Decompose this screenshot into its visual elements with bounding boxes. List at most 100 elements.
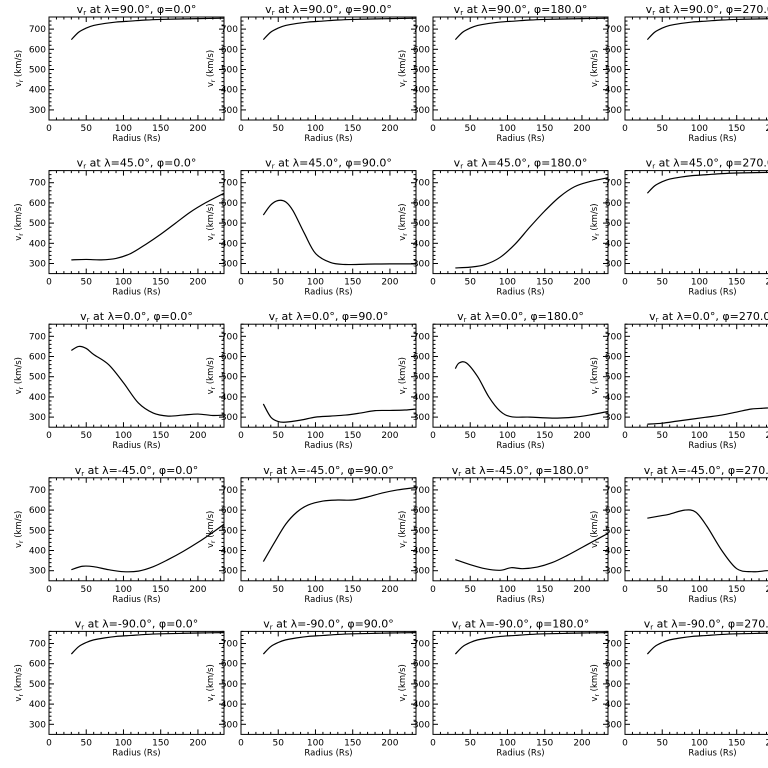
panel-title: vr at λ=0.0°, φ=0.0° bbox=[80, 310, 193, 324]
panel-title-title-sub: r bbox=[458, 623, 461, 631]
panel-title-title-lead: v bbox=[80, 310, 87, 323]
y-axis-label-symbol: v bbox=[206, 543, 216, 548]
x-tick-label: 150 bbox=[344, 585, 361, 595]
y-tick-label: 700 bbox=[221, 640, 238, 650]
panel-title-title-lat: =-45.0°, bbox=[486, 464, 536, 477]
y-axis-label-symbol: v bbox=[398, 236, 408, 241]
panel-title-title-mid: at bbox=[463, 157, 481, 170]
panel-title-title-lat-sym: λ bbox=[479, 617, 486, 630]
chart-panel-3: vr at λ=90.0°, φ=180.0°0 50 100 150 20030040… bbox=[398, 3, 609, 144]
y-tick-label: 500 bbox=[605, 219, 622, 229]
y-tick-label: 500 bbox=[29, 219, 46, 229]
panel-title-title-lon-sym: φ bbox=[157, 157, 164, 170]
x-tick-label: 200 bbox=[189, 738, 206, 748]
y-axis-label-unit: (km/s) bbox=[14, 664, 24, 694]
panel-title-title-lead: v bbox=[265, 157, 272, 170]
y-axis-label-symbol: v bbox=[14, 697, 24, 702]
y-axis-label: vr (km/s) bbox=[14, 511, 25, 548]
y-axis-label-sub: r bbox=[18, 540, 25, 543]
plot-frame bbox=[624, 16, 768, 121]
x-axis-label: Radius (Rs) bbox=[304, 134, 352, 144]
panel-title-title-mid: at bbox=[275, 3, 293, 16]
panel-title-title-lat-sym: λ bbox=[102, 464, 109, 477]
chart-panel-11: vr at λ=0.0°, φ=180.0°0 50 100 150 200300400… bbox=[398, 310, 609, 451]
panel-title-title-lat-sym: λ bbox=[673, 3, 680, 16]
panel-title-title-lon-sym: φ bbox=[159, 464, 166, 477]
panel-title-title-lon-sym: φ bbox=[534, 157, 541, 170]
plot-frame bbox=[432, 170, 609, 275]
panel-title-title-sub: r bbox=[270, 470, 273, 478]
panel-title-title-lon: =0.0° bbox=[164, 157, 196, 170]
y-axis-label-sub: r bbox=[594, 79, 601, 82]
panel-title-title-lon-sym: φ bbox=[536, 617, 543, 630]
y-tick-label: 700 bbox=[605, 486, 622, 496]
x-axis-label: Radius (Rs) bbox=[112, 595, 160, 605]
panel-title-title-lon-sym: φ bbox=[159, 617, 166, 630]
panel-title-title-lat-sym: λ bbox=[291, 617, 298, 630]
series-line bbox=[454, 17, 609, 41]
x-tick-label: 100 bbox=[115, 124, 132, 134]
y-axis-label: vr (km/s) bbox=[206, 203, 217, 240]
plot-frame bbox=[48, 630, 225, 735]
y-axis-label-symbol: v bbox=[14, 236, 24, 241]
y-axis-label: vr (km/s) bbox=[398, 511, 409, 548]
x-tick-label: 200 bbox=[381, 431, 398, 441]
y-tick-label: 600 bbox=[413, 660, 430, 670]
panel-title-title-lon: =270.0° bbox=[730, 310, 768, 323]
y-tick-label: 500 bbox=[605, 66, 622, 76]
y-tick-label: 700 bbox=[413, 486, 430, 496]
y-tick-label: 600 bbox=[29, 45, 46, 55]
panel-title-title-sub: r bbox=[83, 9, 86, 17]
panel-title-title-lon: =180.0° bbox=[541, 157, 587, 170]
x-tick-label: 0 bbox=[46, 124, 52, 134]
y-axis-label: vr (km/s) bbox=[398, 50, 409, 87]
y-axis-label: vr (km/s) bbox=[14, 203, 25, 240]
panel-title-title-lead: v bbox=[644, 464, 651, 477]
x-axis-label: Radius (Rs) bbox=[688, 748, 736, 758]
panel-title-title-lead: v bbox=[265, 3, 272, 16]
y-tick-label: 300 bbox=[29, 567, 46, 577]
x-axis-label: Radius (Rs) bbox=[304, 748, 352, 758]
panel-title-title-mid: at bbox=[275, 157, 293, 170]
y-axis-label-sub: r bbox=[210, 79, 217, 82]
x-tick-label: 50 bbox=[81, 124, 93, 134]
y-tick-label: 400 bbox=[605, 393, 622, 403]
series-line bbox=[647, 407, 768, 425]
y-tick-label: 600 bbox=[413, 506, 430, 516]
x-axis-label: Radius (Rs) bbox=[304, 441, 352, 451]
y-tick-label: 700 bbox=[29, 640, 46, 650]
x-tick-label: 200 bbox=[573, 738, 590, 748]
plot-frame bbox=[240, 16, 417, 121]
y-tick-label: 400 bbox=[605, 86, 622, 96]
y-axis-label-symbol: v bbox=[206, 236, 216, 241]
y-tick-label: 500 bbox=[413, 66, 430, 76]
x-axis-label: Radius (Rs) bbox=[496, 595, 544, 605]
panel-title-title-lon: =270.0° bbox=[733, 3, 768, 16]
y-tick-label: 600 bbox=[413, 353, 430, 363]
y-tick-label: 700 bbox=[605, 640, 622, 650]
panel-title-title-lat: =-90.0°, bbox=[678, 617, 728, 630]
panel-title-title-lat: =-90.0°, bbox=[297, 617, 347, 630]
y-axis-label-sub: r bbox=[210, 386, 217, 389]
x-tick-label: 150 bbox=[152, 585, 169, 595]
x-tick-label: 0 bbox=[430, 738, 436, 748]
series-line bbox=[70, 17, 225, 41]
x-tick-label: 50 bbox=[465, 738, 477, 748]
y-tick-label: 600 bbox=[221, 353, 238, 363]
panel-title-title-lon: =90.0° bbox=[355, 464, 394, 477]
panel-title-title-lat-sym: λ bbox=[671, 617, 678, 630]
series-line bbox=[262, 486, 417, 562]
y-tick-label: 500 bbox=[29, 373, 46, 383]
panel-title: vr at λ=-45.0°, φ=90.0° bbox=[263, 464, 394, 478]
x-tick-label: 50 bbox=[81, 585, 93, 595]
y-axis-label-unit: (km/s) bbox=[590, 664, 600, 694]
panel-title-title-lat-sym: λ bbox=[293, 3, 300, 16]
y-axis-label-unit: (km/s) bbox=[590, 50, 600, 80]
y-tick-label: 700 bbox=[413, 332, 430, 342]
x-axis-label: Radius (Rs) bbox=[112, 134, 160, 144]
y-tick-label: 500 bbox=[605, 526, 622, 536]
series-line bbox=[454, 361, 609, 419]
y-axis-label-unit: (km/s) bbox=[590, 203, 600, 233]
y-tick-label: 300 bbox=[605, 720, 622, 730]
series-line bbox=[262, 403, 417, 423]
